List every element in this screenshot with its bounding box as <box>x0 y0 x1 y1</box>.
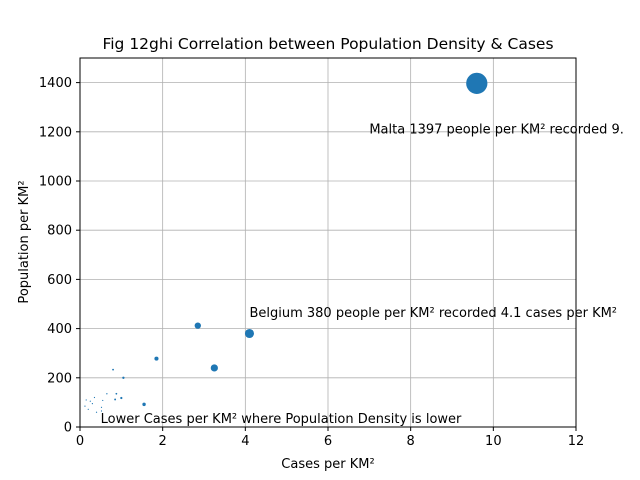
y-tick-label: 0 <box>64 421 72 436</box>
data-point <box>91 403 93 405</box>
data-points <box>84 72 488 413</box>
data-point <box>102 399 104 402</box>
annotation-text: Lower Cases per KM² where Population Den… <box>101 412 462 427</box>
data-point <box>84 405 86 407</box>
y-tick-label: 200 <box>47 371 72 386</box>
data-point <box>87 408 89 410</box>
y-tick-label: 800 <box>47 224 72 239</box>
data-point <box>100 406 103 408</box>
data-point <box>194 322 201 329</box>
data-point <box>95 411 98 413</box>
x-axis-label: Cases per KM² <box>281 457 374 472</box>
data-point <box>142 402 146 407</box>
data-point <box>115 392 118 395</box>
y-axis-label: Population per KM² <box>17 180 32 303</box>
annotation-text: Belgium 380 people per KM² recorded 4.1 … <box>249 306 617 321</box>
x-tick-label: 2 <box>159 434 167 449</box>
data-point <box>85 399 87 401</box>
data-point <box>122 376 125 379</box>
data-point <box>114 398 117 401</box>
x-tick-label: 12 <box>568 434 585 449</box>
data-point <box>210 364 218 372</box>
x-tick-label: 0 <box>76 434 84 449</box>
data-point <box>244 328 255 339</box>
x-tick-label: 6 <box>324 434 332 449</box>
data-point <box>93 396 96 399</box>
data-point <box>120 396 123 400</box>
data-point <box>100 410 103 412</box>
y-tick-label: 1400 <box>39 76 72 91</box>
y-tick-label: 400 <box>47 322 72 337</box>
chart-title: Fig 12ghi Correlation between Population… <box>102 35 553 53</box>
data-point <box>112 368 114 371</box>
x-tick-label: 10 <box>485 434 502 449</box>
x-tick-label: 4 <box>241 434 249 449</box>
data-point <box>106 393 108 395</box>
annotations: Malta 1397 people per KM² recorded 9. Bel… <box>101 123 624 427</box>
data-point <box>466 72 488 94</box>
y-tick-label: 600 <box>47 273 72 288</box>
x-tick-label: 8 <box>407 434 415 449</box>
grid-lines <box>79 58 577 428</box>
x-axis-ticks: 0 2 4 6 8 10 12 <box>76 427 584 449</box>
data-point <box>89 400 91 402</box>
annotation-text: Malta 1397 people per KM² recorded 9. <box>369 123 624 138</box>
y-axis-ticks: 0 200 400 600 800 1000 1200 1400 <box>39 76 80 436</box>
y-tick-label: 1200 <box>39 125 72 140</box>
data-point <box>154 356 159 361</box>
y-tick-label: 1000 <box>39 175 72 190</box>
